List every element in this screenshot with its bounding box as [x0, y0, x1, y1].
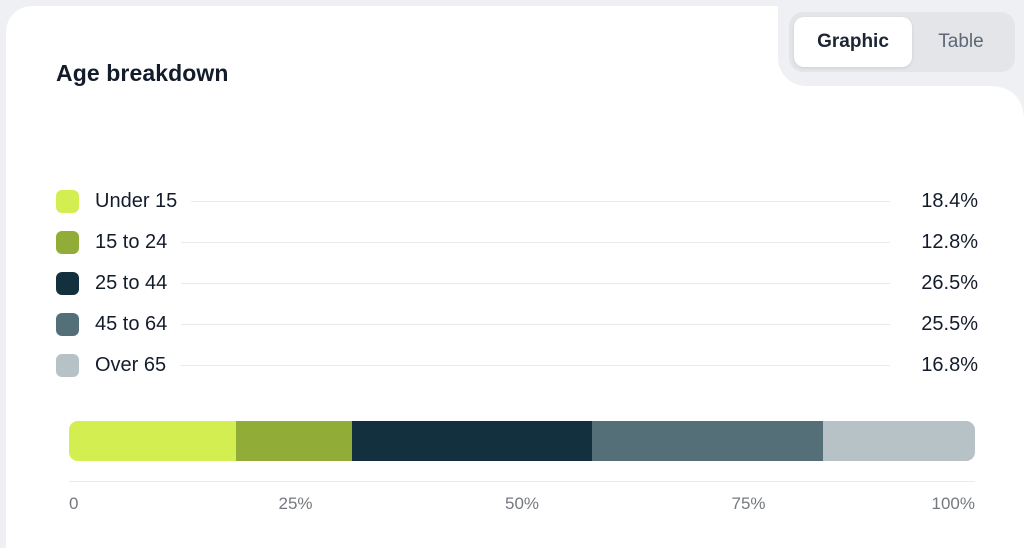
toggle-table-button[interactable]: Table: [912, 17, 1010, 67]
view-toggle: Graphic Table: [789, 12, 1015, 72]
card-notch: Graphic Table: [778, 0, 1024, 86]
legend-row: 45 to 64 25.5%: [56, 312, 978, 337]
legend-value: 18.4%: [921, 190, 978, 212]
toggle-graphic-button[interactable]: Graphic: [794, 17, 912, 67]
x-axis-line: [69, 481, 975, 482]
legend-swatch: [56, 313, 79, 336]
bar-segment: [235, 421, 352, 461]
legend-row: Over 65 16.8%: [56, 353, 978, 378]
leader-line: [181, 242, 890, 243]
legend-label: Under 15: [95, 190, 178, 212]
legend-row: Under 15 18.4%: [56, 189, 978, 214]
x-axis-tick: 0: [69, 494, 79, 513]
legend-swatch: [56, 272, 79, 295]
legend-swatch: [56, 354, 79, 377]
legend-value: 25.5%: [921, 313, 978, 335]
legend-label: 45 to 64: [95, 313, 168, 335]
age-breakdown-card: Age breakdown Under 15 18.4% 15 to 24 12.8%…: [6, 6, 1024, 548]
stacked-bar: [69, 421, 975, 461]
x-axis-tick: 75%: [731, 494, 766, 513]
leader-line: [181, 283, 890, 284]
x-axis-tick: 50%: [504, 494, 540, 513]
legend-value: 16.8%: [921, 354, 978, 376]
x-axis-ticks: 0 25% 50% 75% 100%: [69, 494, 975, 516]
legend-label: 15 to 24: [95, 231, 168, 253]
x-axis-tick: 100%: [931, 494, 975, 513]
x-axis-tick: 25%: [278, 494, 313, 513]
notch-concave-corner: [994, 86, 1024, 116]
leader-line: [180, 365, 890, 366]
legend: Under 15 18.4% 15 to 24 12.8% 25 to 44 26.5% 4…: [56, 189, 978, 378]
card-title: Age breakdown: [56, 60, 229, 86]
legend-swatch: [56, 231, 79, 254]
legend-swatch: [56, 190, 79, 213]
legend-label: 25 to 44: [95, 272, 168, 294]
legend-row: 25 to 44 26.5%: [56, 271, 978, 296]
leader-line: [181, 324, 890, 325]
bar-segment: [822, 421, 975, 461]
legend-row: 15 to 24 12.8%: [56, 230, 978, 255]
leader-line: [191, 201, 890, 202]
chart-area: 0 25% 50% 75% 100%: [69, 421, 975, 516]
legend-value: 26.5%: [921, 272, 978, 294]
bar-segment: [69, 421, 236, 461]
legend-label: Over 65: [95, 354, 167, 376]
bar-segment: [351, 421, 592, 461]
legend-value: 12.8%: [921, 231, 978, 253]
bar-segment: [591, 421, 823, 461]
